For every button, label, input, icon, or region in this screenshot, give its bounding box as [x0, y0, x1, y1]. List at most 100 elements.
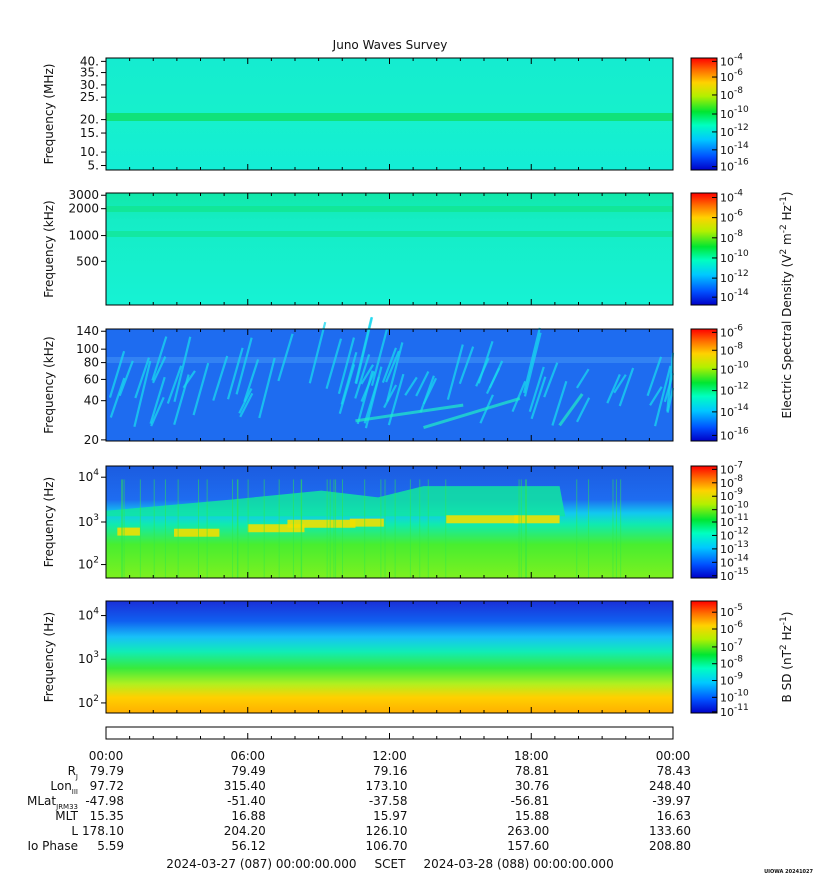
- colorbar-tick-label: 10-4: [720, 188, 743, 204]
- colorbar-label-electric: Electric Spectral Density (V2 m-2 Hz-1): [779, 191, 794, 418]
- ephemeris-value: 15.35: [90, 809, 124, 823]
- colorbar-tick-label: 10-12: [720, 382, 749, 398]
- version-stamp: UIOWA 20241027: [764, 869, 813, 875]
- y-tick-label: 2000: [68, 202, 99, 216]
- y-tick-label: 40: [84, 394, 99, 408]
- emission-streak: [109, 377, 126, 418]
- emission-streak: [108, 350, 126, 398]
- colorbar-tick-label: 10-12: [720, 123, 749, 139]
- emission-streak: [133, 360, 152, 427]
- emission-streak: [575, 368, 590, 389]
- emission-streak: [337, 337, 356, 395]
- ephemeris-value: 315.40: [224, 779, 266, 793]
- emission-band: [247, 524, 305, 533]
- emission-streak: [511, 380, 527, 413]
- colorbar-tick-label: 10-8: [720, 655, 743, 671]
- emission-streak: [528, 366, 545, 412]
- y-tick-label: 100: [76, 342, 99, 356]
- colorbar-tick-label: 10-16: [720, 158, 749, 174]
- y-tick-label: 5.: [88, 159, 99, 173]
- y-axis-label: Frequency (Hz): [42, 612, 56, 703]
- emission-streak: [383, 384, 398, 409]
- emission-streak: [354, 354, 371, 399]
- colorbar-tick-label: 10-9: [720, 487, 743, 503]
- emission-streak: [576, 397, 591, 423]
- y-tick-label: 500: [76, 254, 99, 268]
- footer-time-range: 2024-03-27 (087) 00:00:00.000 SCET 2024-03…: [166, 857, 613, 871]
- ephemeris-row-label: MLT: [55, 809, 78, 823]
- ephemeris-value: 204.20: [224, 824, 266, 838]
- emission-band: [349, 518, 384, 527]
- y-tick-label: 30.: [80, 78, 99, 92]
- emission-streak: [212, 355, 229, 401]
- emission-streak: [415, 371, 430, 397]
- emission-streak: [340, 351, 358, 405]
- emission-band: [117, 527, 141, 536]
- ephemeris-value: 79.16: [373, 764, 407, 778]
- colorbar-tick-label: 10-6: [720, 323, 743, 339]
- panel-4-emissions: [106, 479, 622, 578]
- y-axis-label: Frequency (MHz): [42, 64, 56, 165]
- emission-streak: [360, 364, 375, 385]
- colorbar-tick-label: 10-10: [720, 249, 749, 265]
- panel-2-band: [106, 206, 673, 212]
- emission-streak: [649, 386, 663, 406]
- colorbar-tick-label: 10-8: [720, 229, 743, 245]
- emission-streak: [166, 365, 183, 404]
- emission-streak: [118, 360, 134, 397]
- emission-streak: [606, 373, 621, 404]
- emission-streak: [226, 347, 244, 400]
- emission-band: [514, 515, 560, 524]
- emission-streak: [666, 352, 675, 412]
- emission-streak: [173, 336, 192, 403]
- colorbar-tick-label: 10-13: [720, 540, 749, 556]
- chart-title: Juno Waves Survey: [332, 38, 448, 52]
- emission-streak: [150, 396, 165, 427]
- emission-band: [174, 528, 220, 537]
- emission-streak: [458, 346, 475, 385]
- ephemeris-row-label: MLatJRM33: [27, 794, 78, 811]
- colorbar-tick-label: 10-11: [720, 703, 749, 719]
- emission-streak: [238, 388, 253, 414]
- y-tick-label: 1000: [68, 229, 99, 243]
- emission-streak: [523, 332, 542, 397]
- y-tick-label: 20.: [80, 113, 99, 127]
- y-tick-label: 103: [78, 513, 99, 529]
- colorbar-tick-label: 10-10: [720, 501, 749, 517]
- ephemeris-value: 178.10: [82, 824, 124, 838]
- emission-streak: [277, 333, 294, 382]
- ephemeris-value: -47.98: [85, 794, 124, 808]
- ephemeris-value: 248.40: [649, 779, 691, 793]
- panel-2-band: [106, 231, 673, 237]
- emission-streak: [613, 374, 627, 394]
- emission-streak: [356, 370, 374, 425]
- ephemeris-row-label: LonIII: [50, 779, 78, 796]
- colorbar-tick-label: 10-16: [720, 426, 749, 442]
- colorbar-tick-label: 10-10: [720, 360, 749, 376]
- colorbar-label-magnetic: B SD (nT2 Hz-1): [779, 612, 794, 703]
- colorbar: [690, 192, 718, 306]
- colorbar-tick-label: 10-14: [720, 553, 749, 569]
- colorbar-tick-label: 10-14: [720, 288, 749, 304]
- emission-streak: [308, 321, 327, 384]
- emission-streak: [151, 336, 168, 381]
- panel-4-spectrogram: [106, 466, 673, 578]
- colorbar-tick-label: 10-8: [720, 341, 743, 357]
- colorbar-tick-label: 10-6: [720, 620, 743, 636]
- colorbar-tick-label: 10-10: [720, 688, 749, 704]
- emission-streak: [530, 376, 547, 420]
- emission-streak: [446, 344, 464, 400]
- colorbar-tick-label: 10-8: [720, 474, 743, 490]
- y-axis-label: Frequency (kHz): [42, 336, 56, 433]
- colorbar-tick-label: 10-14: [720, 141, 749, 157]
- colorbar-tick-label: 10-15: [720, 567, 749, 583]
- ephemeris-value: 79.79: [90, 764, 124, 778]
- emission-streak: [149, 376, 166, 425]
- emission-streak: [151, 356, 167, 384]
- emission-streak: [243, 359, 260, 403]
- ephemeris-value: -37.58: [369, 794, 408, 808]
- y-tick-label: 104: [78, 468, 99, 484]
- panel-3-band: [106, 357, 673, 363]
- emission-streak: [419, 375, 435, 413]
